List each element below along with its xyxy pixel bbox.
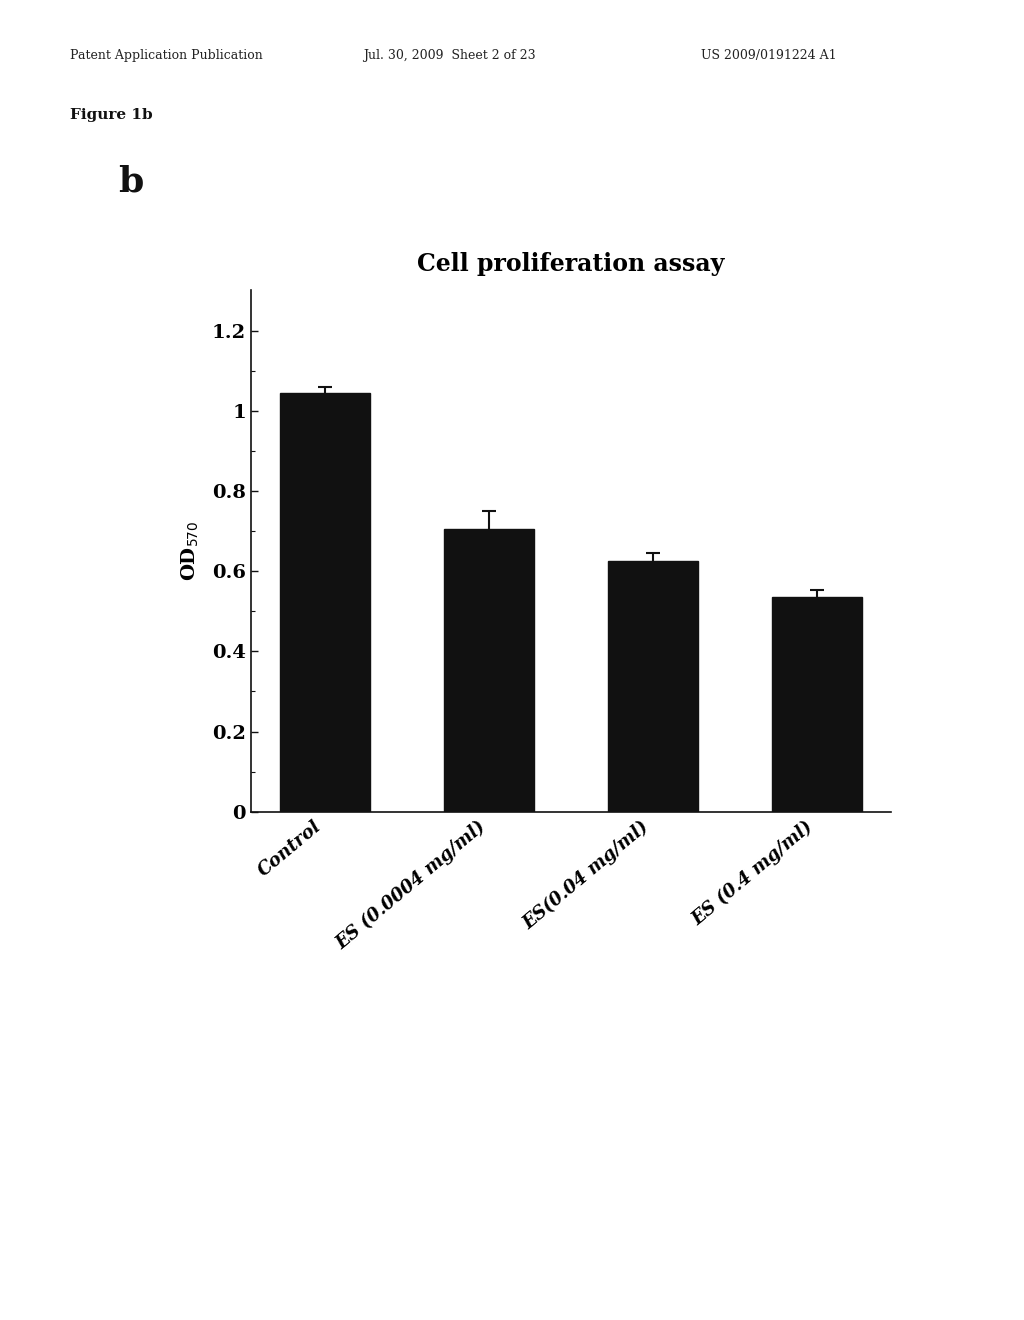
Bar <box>772 597 862 812</box>
Text: Patent Application Publication: Patent Application Publication <box>70 49 262 62</box>
Bar <box>608 561 698 812</box>
Bar <box>443 529 534 812</box>
Bar <box>280 392 370 812</box>
Title: Cell proliferation assay: Cell proliferation assay <box>417 252 725 276</box>
Text: Figure 1b: Figure 1b <box>70 108 153 123</box>
Y-axis label: OD$_{570}$: OD$_{570}$ <box>179 521 201 581</box>
Text: Jul. 30, 2009  Sheet 2 of 23: Jul. 30, 2009 Sheet 2 of 23 <box>364 49 537 62</box>
Text: b: b <box>118 165 143 199</box>
Text: US 2009/0191224 A1: US 2009/0191224 A1 <box>701 49 837 62</box>
